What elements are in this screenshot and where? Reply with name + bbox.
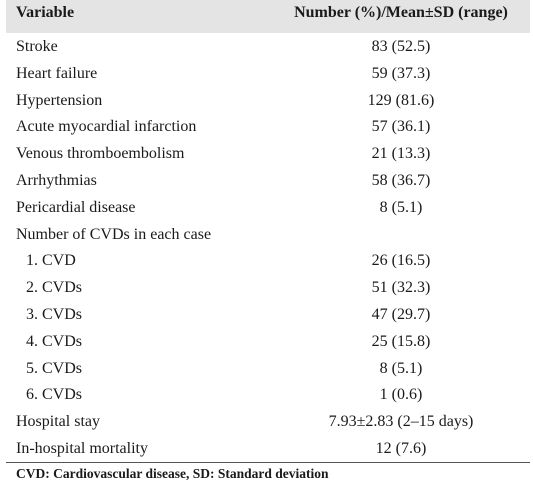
cell: Hypertension (16, 91, 103, 109)
table-row: Acute myocardial infarction 57 (36.1) (6, 114, 530, 141)
column-header: Variable (16, 4, 75, 21)
cell: 8 (5.1) (379, 198, 423, 216)
table-row: Arrhythmias 58 (36.7) (6, 168, 530, 195)
cell: 25 (15.8) (371, 332, 431, 350)
cell: Hospital stay (16, 413, 100, 431)
cell: 58 (36.7) (371, 172, 431, 189)
table-row: In-hospital mortality 12 (7.6) (6, 436, 530, 463)
cell: 57 (36.1) (371, 118, 431, 136)
cell: 26 (16.5) (371, 252, 431, 270)
cell: 2. CVDs (26, 279, 83, 297)
cell: Stroke (16, 38, 58, 55)
table-row: 1. CVD 26 (16.5) (6, 248, 530, 275)
bottom-rule (6, 462, 530, 463)
table-row: 5. CVDs 8 (5.1) (6, 356, 530, 383)
cell: Number of CVDs in each case (16, 225, 212, 243)
cell: 4. CVDs (26, 332, 83, 350)
table-row: 2. CVDs 51 (32.3) (6, 275, 530, 302)
cell: Acute myocardial infarction (16, 118, 197, 136)
header-row: Variable Number (%)/Mean±SD (range) (6, 0, 530, 33)
cell: 1. CVD (26, 252, 76, 270)
cell: 83 (52.5) (371, 38, 431, 55)
table-row: 4. CVDs 25 (15.8) (6, 329, 530, 356)
cell: Pericardial disease (16, 198, 136, 216)
table-row: Hospital stay 7.93±2.83 (2–15 days) (6, 409, 530, 436)
cell: 47 (29.7) (371, 306, 431, 323)
table-row: Venous thromboembolism 21 (13.3) (6, 141, 530, 168)
cell: 5. CVDs (26, 359, 83, 377)
footnote: CVD: Cardiovascular disease, SD: Standar… (16, 466, 329, 481)
table-row: 3. CVDs 47 (29.7) (6, 302, 530, 329)
cell: 7.93±2.83 (2–15 days) (328, 413, 474, 431)
table-row: Heart failure 59 (37.3) (6, 61, 530, 88)
cell: 1 (0.6) (379, 386, 423, 404)
cell: 59 (37.3) (371, 64, 431, 82)
cell: 3. CVDs (26, 306, 83, 323)
cell: Venous thromboembolism (16, 145, 185, 163)
column-header: Number (%)/Mean±SD (range) (294, 4, 508, 21)
table-row: Stroke 83 (52.5) (6, 34, 530, 61)
group-row: Number of CVDs in each case (6, 222, 530, 249)
cell: 8 (5.1) (379, 359, 423, 377)
table-row: Pericardial disease 8 (5.1) (6, 195, 530, 222)
table-row: 6. CVDs 1 (0.6) (6, 382, 530, 409)
cell: 21 (13.3) (371, 145, 431, 163)
cell: Arrhythmias (16, 172, 97, 189)
cell: 6. CVDs (26, 386, 83, 404)
cell: 12 (7.6) (375, 440, 427, 457)
cell: 129 (81.6) (367, 91, 435, 109)
cell: In-hospital mortality (16, 440, 148, 457)
table-row: Hypertension 129 (81.6) (6, 88, 530, 115)
cell: 51 (32.3) (371, 279, 431, 297)
cell: Heart failure (16, 64, 98, 82)
